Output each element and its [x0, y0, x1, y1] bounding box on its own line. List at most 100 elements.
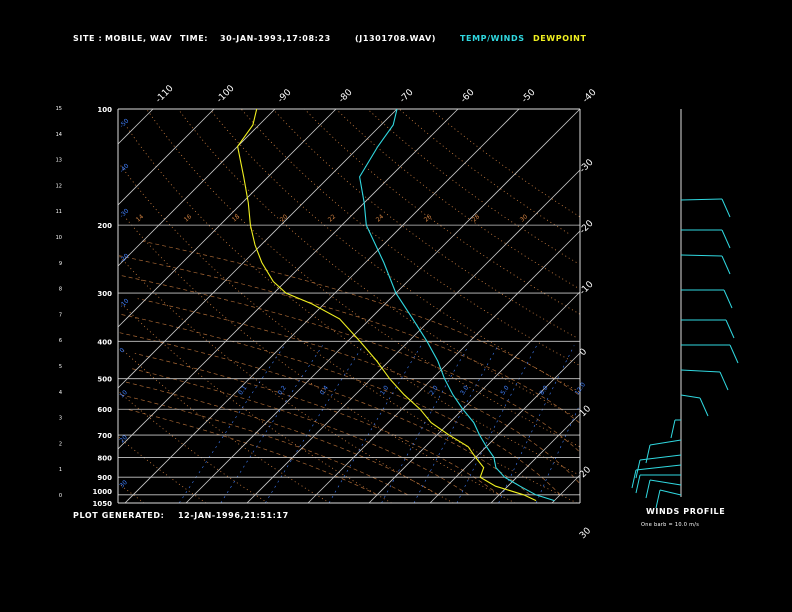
dry-adiabat-line: [118, 391, 269, 504]
mixing-ratio-line: [265, 345, 364, 504]
mixing-ratio-label: 0.4: [319, 384, 330, 396]
wind-barb-flag: [645, 444, 651, 464]
isotherm-line: [117, 108, 459, 450]
isotherm-label: -40: [581, 87, 599, 105]
moist-adiabats: [119, 240, 580, 496]
file-value: (J1301708.WAV): [355, 34, 436, 43]
moist-adiabat-label: 26: [423, 213, 433, 223]
pressure-tick-label: 800: [97, 454, 112, 462]
moist-adiabat-line: [119, 255, 580, 423]
moist-adiabat-label: 20: [279, 213, 289, 223]
wind-barb-shaft: [649, 439, 682, 446]
moist-adiabat-line: [142, 240, 579, 395]
wind-barb-flag: [645, 479, 651, 499]
moist-adiabat-label: 14: [135, 213, 145, 223]
mixing-ratio-label: 2.0: [428, 384, 439, 396]
moist-adiabat-line: [119, 332, 530, 496]
site-label: SITE :: [73, 34, 103, 43]
dry-adiabat-line: [118, 255, 454, 504]
dry-adiabat-label: 10: [118, 389, 128, 399]
dry-adiabat-line: [118, 437, 207, 504]
dry-adiabat-label: -30: [118, 207, 130, 219]
isotherm-line: [307, 230, 581, 504]
pressure-tick-label: 600: [97, 406, 112, 414]
isobars: [118, 224, 580, 496]
pressure-tick-label: 700: [97, 432, 112, 440]
mixing-ratio-line: [178, 345, 285, 504]
isotherm-label: -90: [276, 87, 294, 105]
height-tick-label: 10: [56, 235, 62, 241]
isotherm-label: -110: [154, 83, 176, 105]
mixing-ratio-line: [456, 345, 538, 504]
height-tick-label: 14: [56, 132, 62, 138]
wind-barb-shaft: [659, 489, 682, 496]
height-tick-label: 3: [59, 416, 62, 422]
moist-adiabat-line: [125, 381, 439, 496]
wind-barb-shaft: [680, 369, 721, 373]
isotherm-label: -10: [578, 279, 596, 297]
height-tick-label: 4: [59, 390, 62, 396]
dry-adiabat-line: [209, 108, 580, 392]
isotherm-line: [117, 108, 398, 389]
isotherm-line: [429, 352, 581, 504]
wind-barb-flag: [725, 319, 735, 339]
wind-barb-flag: [635, 474, 641, 494]
pressure-tick-label: 900: [97, 474, 112, 482]
dry-adiabat-line: [119, 484, 145, 504]
wind-barb-flag: [699, 397, 709, 417]
dry-adiabat-line: [177, 108, 577, 418]
isotherm-label: -60: [459, 87, 477, 105]
height-tick-label: 11: [56, 209, 62, 215]
temperature-line: [359, 108, 555, 502]
isotherm-label: -80: [337, 87, 355, 105]
moist-adiabat-line: [134, 353, 500, 496]
dry-adiabat-line: [272, 108, 576, 338]
wind-barb-shaft: [649, 479, 682, 486]
pressure-tick-label: 400: [97, 338, 112, 346]
moist-adiabat-label: 18: [231, 213, 241, 223]
dry-adiabat-line: [120, 165, 578, 504]
height-tick-label: 9: [59, 261, 62, 267]
isotherm-line: [246, 169, 581, 504]
winds-profile: [631, 109, 739, 509]
legend-temp-winds: TEMP/WINDS: [460, 34, 525, 43]
pressure-tick-label: 500: [97, 376, 112, 384]
dry-adiabat-line: [367, 108, 577, 263]
wind-barb-shaft: [639, 454, 682, 461]
moist-adiabat-line: [120, 394, 408, 496]
mixing-ratio-label: 12.0: [574, 381, 588, 396]
mixing-ratio-line: [498, 345, 575, 504]
wind-barb-shaft: [635, 464, 682, 471]
dry-adiabat-label: 0: [118, 347, 126, 355]
winds-profile-note: One barb = 10.0 m/s: [641, 522, 700, 528]
pressure-tick-label: 200: [97, 222, 112, 230]
dry-adiabat-line: [125, 124, 577, 474]
dry-adiabat-label: -20: [118, 252, 130, 264]
dry-adiabat-label: -50: [118, 117, 130, 129]
isotherm-label: 0: [578, 347, 589, 358]
mixing-ratio-label: 5.0: [499, 384, 510, 396]
isotherm-line: [117, 108, 276, 267]
mixing-ratio-label: 8.0: [538, 384, 549, 396]
isotherm-line: [490, 413, 581, 504]
isotherm-line: [551, 474, 581, 504]
pressure-tick-label: 300: [97, 290, 112, 298]
dry-adiabat-label: 30: [118, 479, 128, 489]
isotherm-line: [117, 108, 337, 328]
isotherm-line: [124, 108, 520, 504]
moist-adiabat-line: [120, 275, 579, 452]
dry-adiabat-line: [124, 216, 516, 504]
dry-adiabat-label: 20: [118, 434, 128, 444]
dry-adiabat-line: [398, 108, 569, 234]
isotherm-line: [117, 108, 215, 206]
height-tick-label: 12: [56, 183, 62, 189]
isotherm-line: [185, 108, 581, 504]
dry-adiabats: [118, 108, 580, 504]
moist-adiabat-line: [119, 313, 561, 496]
chart-frame: [117, 108, 581, 504]
wind-barb-flag: [721, 255, 731, 275]
wind-barb-shaft: [680, 198, 723, 201]
wind-barb-flag: [655, 489, 661, 509]
wind-barb-flag: [723, 289, 733, 309]
